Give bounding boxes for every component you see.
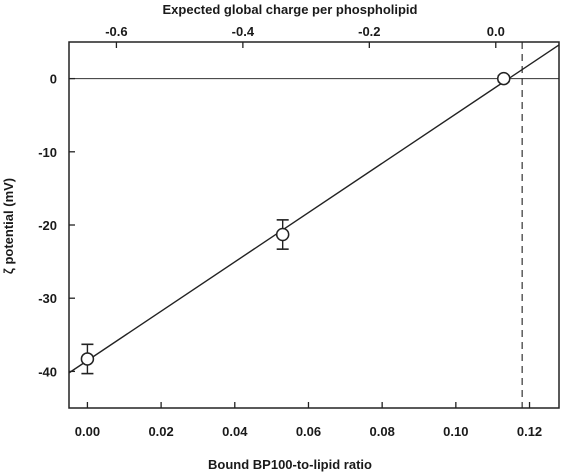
x-tick-label: 0.08 (370, 424, 395, 439)
ticks (69, 42, 531, 408)
point-marker (496, 71, 511, 86)
x-tick-label: 0.02 (148, 424, 173, 439)
x-tick-label: 0.04 (222, 424, 248, 439)
x-tick-label: 0.12 (517, 424, 542, 439)
point-marker (80, 352, 95, 366)
top-x-axis-title: Expected global charge per phospholipid (163, 2, 418, 17)
fit-line (69, 44, 559, 374)
point-marker (275, 227, 290, 242)
top-x-tick-label: -0.6 (105, 24, 127, 39)
x-tick-label: 0.06 (296, 424, 321, 439)
y-tick-label: -40 (38, 364, 57, 379)
data-point-2 (275, 219, 290, 250)
plot-area (68, 41, 560, 409)
data-point-3 (496, 71, 511, 86)
top-x-tick-label: -0.2 (358, 24, 380, 39)
tick-labels: 0.00 0.02 0.04 0.06 0.08 0.10 0.12 0 -10 -20 -30 -4… (38, 24, 542, 439)
x-tick-label: 0.10 (443, 424, 468, 439)
x-tick-label: 0.00 (75, 424, 100, 439)
x-axis-title: Bound BP100-to-lipid ratio (208, 457, 372, 472)
y-tick-label: -10 (38, 145, 57, 160)
y-tick-label: 0 (50, 72, 57, 87)
y-axis-title: ζ potential (mV) (1, 178, 16, 274)
plot-contents (69, 42, 559, 408)
top-x-tick-label: -0.4 (232, 24, 255, 39)
y-tick-label: -20 (38, 218, 57, 233)
data-point-1 (80, 343, 95, 375)
y-tick-label: -30 (38, 291, 57, 306)
plot-frame (68, 41, 560, 409)
top-x-tick-label: 0.0 (487, 24, 505, 39)
